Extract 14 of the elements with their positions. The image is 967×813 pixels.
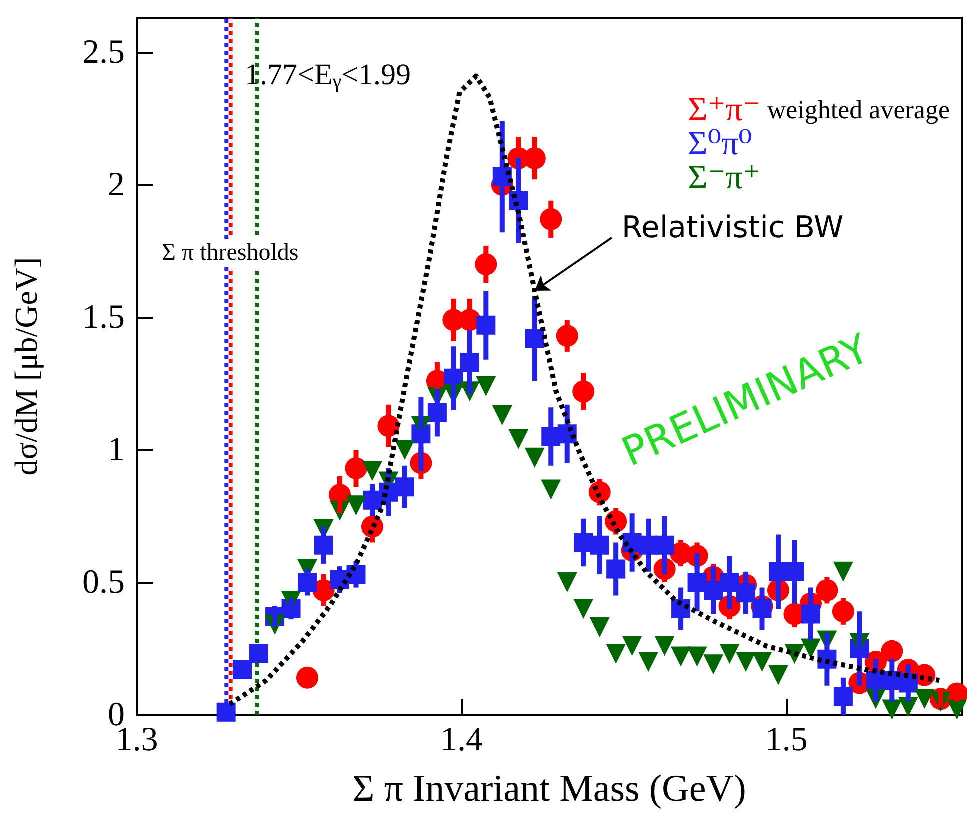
y-tick-label: 1.5 — [82, 298, 125, 336]
x-axis-title: Σ π Invariant Mass (GeV) — [352, 768, 746, 810]
y-tick-label: 2 — [108, 166, 125, 204]
text: Σ⁻π⁺ — [688, 160, 761, 196]
x-tick-label: 1.5 — [765, 722, 808, 758]
y-axis-title: dσ/dM [μb/GeV] — [8, 257, 44, 476]
text: Σ⁺π⁻ weighted average — [688, 92, 950, 128]
annotation: Relativistic BW — [622, 210, 844, 246]
x-tick-label: 1.4 — [440, 722, 484, 758]
y-tick-label: 2.5 — [82, 34, 125, 71]
y-tick-label: 1 — [108, 431, 125, 468]
y-tick-label: 0.5 — [82, 564, 125, 601]
text: Σ⁰π⁰ — [688, 126, 752, 162]
annotation: Σ π thresholds — [162, 240, 299, 266]
